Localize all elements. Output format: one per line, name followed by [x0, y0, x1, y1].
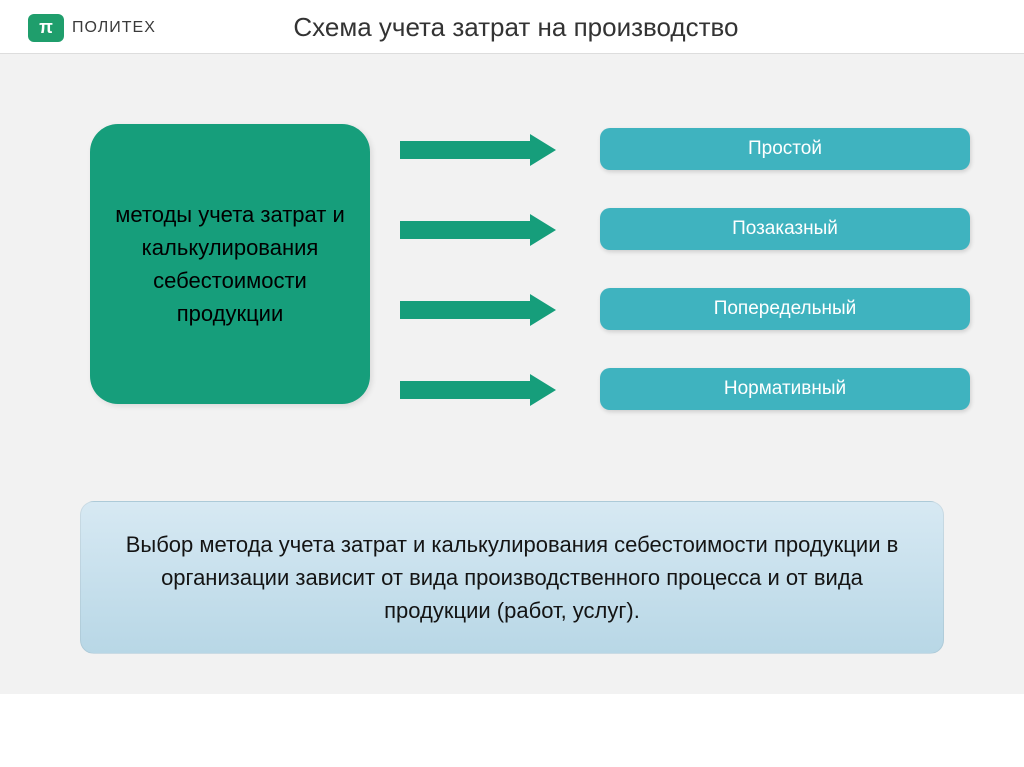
- explanation-box: Выбор метода учета затрат и калькулирова…: [80, 501, 944, 654]
- method-label: Попередельный: [714, 298, 857, 320]
- method-label: Позаказный: [732, 218, 838, 240]
- method-label: Простой: [748, 138, 822, 160]
- method-box-0: Простой: [600, 128, 970, 170]
- diagram: методы учета затрат и калькулирования се…: [40, 104, 984, 434]
- content-area: методы учета затрат и калькулирования се…: [0, 54, 1024, 694]
- arrow-1: [400, 214, 556, 246]
- method-box-2: Попередельный: [600, 288, 970, 330]
- methods-source-text: методы учета затрат и калькулирования се…: [110, 198, 350, 330]
- methods-source-box: методы учета затрат и калькулирования се…: [90, 124, 370, 404]
- explanation-text: Выбор метода учета затрат и калькулирова…: [126, 532, 899, 623]
- method-label: Нормативный: [724, 378, 846, 400]
- page-title: Схема учета затрат на производство: [36, 12, 996, 43]
- arrow-2: [400, 294, 556, 326]
- arrow-3: [400, 374, 556, 406]
- method-box-1: Позаказный: [600, 208, 970, 250]
- method-box-3: Нормативный: [600, 368, 970, 410]
- header: π ПОЛИТЕХ Схема учета затрат на производ…: [0, 0, 1024, 54]
- arrow-0: [400, 134, 556, 166]
